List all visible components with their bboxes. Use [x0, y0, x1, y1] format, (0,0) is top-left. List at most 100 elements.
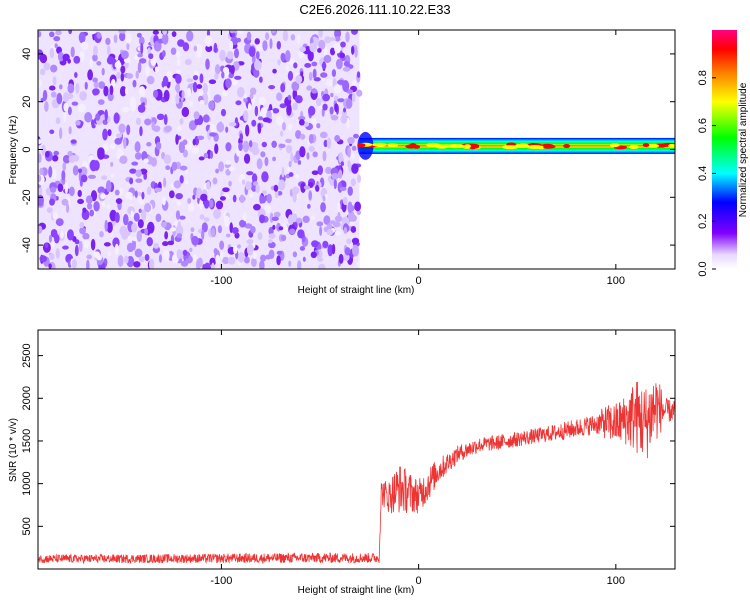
noise-speckle — [243, 110, 249, 122]
noise-speckle — [271, 30, 276, 34]
noise-speckle — [57, 183, 64, 193]
noise-speckle — [334, 36, 341, 42]
noise-speckle — [342, 196, 348, 206]
noise-speckle — [262, 117, 271, 123]
noise-speckle — [67, 83, 75, 94]
noise-speckle — [347, 160, 351, 168]
noise-speckle — [52, 212, 58, 220]
signal-blob — [609, 143, 620, 148]
noise-speckle — [162, 30, 168, 35]
noise-speckle — [87, 174, 96, 179]
noise-speckle — [350, 178, 357, 187]
noise-speckle — [319, 226, 323, 236]
noise-speckle — [182, 42, 190, 52]
noise-speckle — [220, 108, 227, 117]
noise-speckle — [318, 182, 322, 189]
noise-speckle — [176, 69, 182, 75]
noise-speckle — [153, 242, 159, 249]
noise-speckle — [322, 240, 329, 248]
noise-speckle — [228, 121, 237, 127]
noise-speckle — [297, 229, 305, 239]
signal-blob — [642, 143, 650, 148]
noise-speckle — [155, 141, 162, 150]
noise-speckle — [236, 244, 241, 249]
signal-blob — [463, 144, 471, 149]
noise-speckle — [139, 126, 143, 137]
noise-speckle — [49, 47, 55, 59]
noise-speckle — [255, 184, 260, 194]
noise-speckle — [206, 30, 211, 37]
noise-speckle — [231, 227, 239, 234]
noise-speckle — [103, 85, 109, 97]
noise-speckle — [77, 198, 85, 205]
spectrogram-y-tick-label: 40 — [21, 48, 33, 60]
noise-speckle — [48, 31, 55, 38]
noise-speckle — [109, 85, 114, 95]
noise-speckle — [295, 217, 303, 224]
noise-speckle — [113, 112, 120, 124]
noise-speckle — [312, 151, 318, 158]
noise-speckle — [347, 186, 353, 196]
noise-speckle — [226, 79, 232, 87]
noise-speckle — [119, 225, 128, 237]
noise-speckle — [318, 30, 323, 38]
noise-speckle — [268, 226, 274, 236]
noise-speckle — [329, 37, 336, 42]
spectrogram-y-ticks: -40 -20 0 20 40 — [21, 48, 675, 253]
noise-speckle — [273, 184, 279, 192]
noise-speckle — [173, 180, 182, 189]
noise-speckle — [199, 214, 205, 220]
noise-speckle — [119, 155, 128, 165]
noise-speckle — [249, 87, 257, 95]
noise-speckle — [292, 251, 298, 258]
noise-speckle — [308, 145, 315, 152]
noise-speckle — [144, 118, 152, 126]
noise-speckle — [199, 198, 204, 210]
noise-speckle — [121, 106, 130, 113]
noise-speckle — [146, 156, 154, 165]
noise-speckle — [346, 98, 353, 109]
noise-speckle — [288, 160, 292, 168]
noise-speckle — [340, 114, 348, 124]
noise-speckle — [229, 40, 234, 51]
noise-speckle — [286, 103, 292, 116]
noise-speckle — [262, 40, 268, 51]
noise-speckle — [176, 249, 182, 260]
noise-speckle — [123, 213, 129, 226]
noise-speckle — [225, 142, 232, 152]
noise-speckle — [196, 84, 203, 89]
signal-blob — [526, 145, 544, 150]
noise-speckle — [93, 251, 100, 258]
noise-speckle — [260, 254, 267, 262]
noise-speckle — [327, 244, 334, 257]
noise-speckle — [88, 30, 96, 35]
noise-speckle — [291, 186, 300, 195]
noise-speckle — [201, 222, 208, 233]
noise-speckle — [208, 100, 215, 110]
noise-speckle — [357, 174, 362, 183]
noise-speckle — [226, 51, 234, 60]
noise-speckle — [256, 42, 264, 52]
noise-speckle — [97, 186, 106, 194]
noise-speckle — [225, 126, 229, 133]
noise-speckle — [243, 97, 248, 103]
snr-x-axis-label: Height of straight line (km) — [298, 585, 415, 596]
noise-speckle — [192, 138, 196, 146]
colorbar-label: Normalized spectral amplitude — [738, 82, 749, 217]
noise-speckle — [162, 50, 166, 58]
noise-speckle — [90, 238, 96, 251]
noise-speckle — [282, 223, 288, 234]
noise-speckle — [211, 262, 215, 269]
noise-speckle — [350, 226, 357, 233]
snr-series-polyline — [38, 381, 675, 565]
noise-speckle — [243, 93, 247, 99]
noise-speckle — [286, 144, 293, 154]
noise-speckle — [213, 42, 218, 53]
noise-speckle — [346, 117, 350, 129]
noise-speckle — [55, 218, 64, 227]
noise-speckle — [271, 216, 279, 221]
noise-speckle — [347, 137, 355, 145]
signal-blob — [629, 145, 639, 150]
noise-speckle — [189, 101, 193, 108]
noise-speckle — [230, 79, 239, 86]
